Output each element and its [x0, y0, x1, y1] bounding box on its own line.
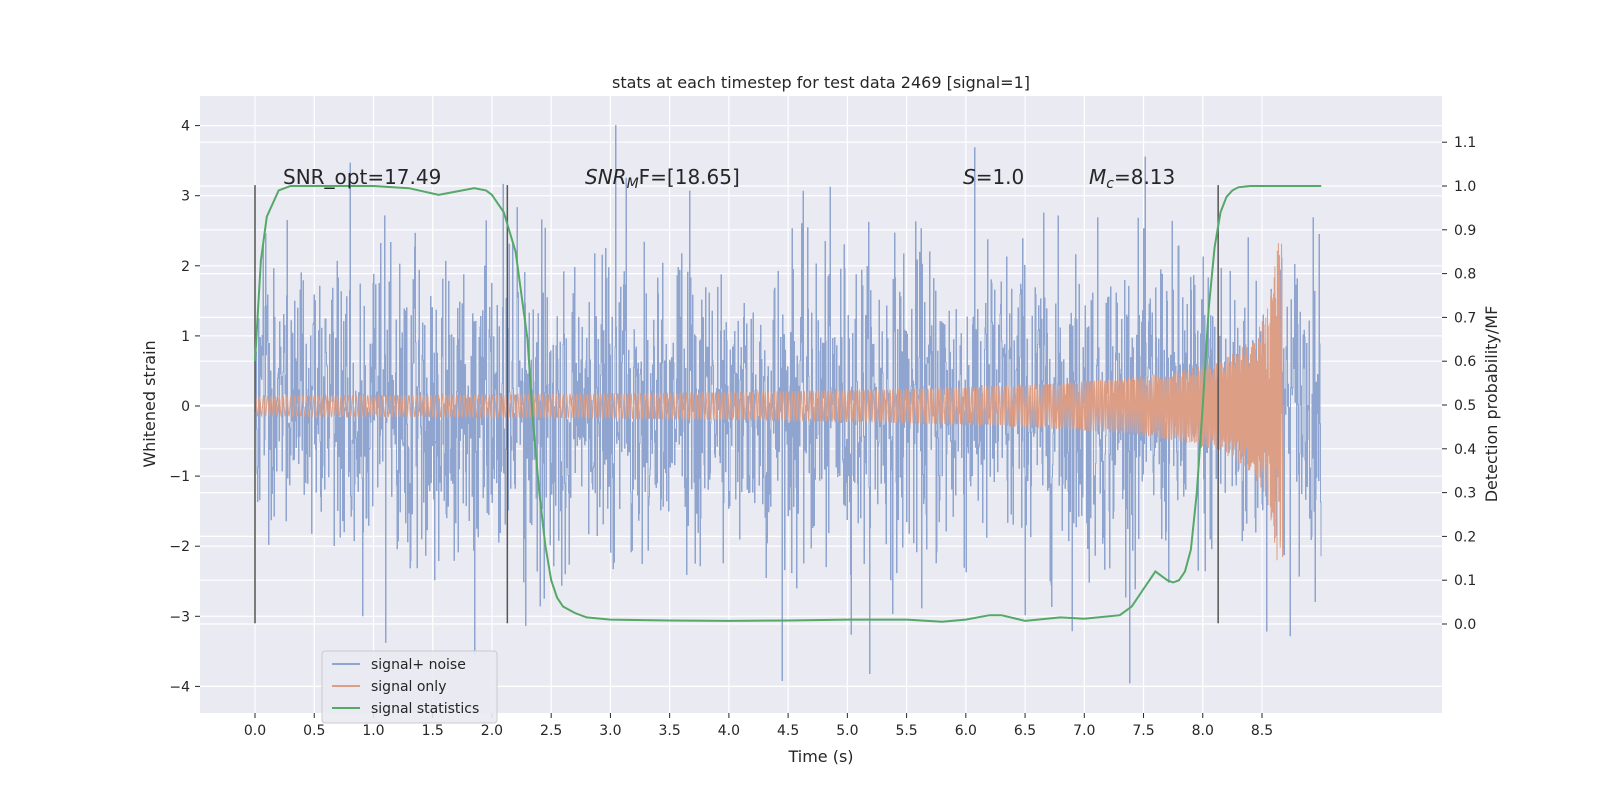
legend: signal+ noise signal only signal statist… [321, 650, 498, 724]
x-tick-label: 6.5 [1014, 723, 1036, 739]
y-tick-label: −3 [169, 609, 190, 625]
y-tick-label: 4 [181, 119, 190, 135]
y-right-tick-label: 0.4 [1454, 442, 1476, 458]
x-tick-label: 1.5 [422, 723, 444, 739]
x-tick-label: 8.0 [1192, 723, 1214, 739]
x-tick-label: 3.5 [659, 723, 681, 739]
y-right-tick-label: 0.1 [1454, 573, 1476, 589]
y-right-tick-label: 0.9 [1454, 223, 1476, 239]
series-layer [254, 125, 1322, 684]
y-axis-left: 4 3 2 1 0 −1 −2 −3 −4 [169, 119, 200, 695]
y-axis-right: 1.1 1.0 0.9 0.8 0.7 0.6 0.5 0.4 0.3 0.2 0.1 0.0 [1442, 135, 1476, 633]
y-right-tick-label: 0.5 [1454, 398, 1476, 414]
annotations: SNR_opt=17.49 SNRMF=[18.65] S=1.0 Mc=8.1… [283, 165, 1175, 192]
y-tick-label: −4 [169, 679, 190, 695]
y-tick-label: −1 [169, 469, 190, 485]
y-tick-label: −2 [169, 539, 190, 555]
x-tick-label: 1.0 [362, 723, 384, 739]
y-right-tick-label: 0.0 [1454, 617, 1476, 633]
x-tick-label: 0.0 [244, 723, 266, 739]
x-tick-label: 6.0 [955, 723, 977, 739]
x-axis: 0.0 0.5 1.0 1.5 2.0 2.5 3.0 3.5 4.0 4.5 5.0 5.5 6.0 6… [244, 713, 1273, 739]
x-tick-label: 5.0 [836, 723, 858, 739]
legend-label-signal-only: signal only [371, 679, 446, 695]
y-tick-label: 2 [181, 259, 190, 275]
y-right-tick-label: 0.7 [1454, 310, 1476, 326]
x-tick-label: 4.5 [777, 723, 799, 739]
signal-statistics-series [254, 185, 1322, 623]
y-right-tick-label: 0.3 [1454, 486, 1476, 502]
y-right-tick-label: 0.6 [1454, 354, 1476, 370]
annotation-s: S=1.0 [963, 165, 1024, 189]
x-axis-label: Time (s) [787, 747, 853, 766]
y-right-tick-label: 0.8 [1454, 267, 1476, 283]
annotation-snr-opt: SNR_opt=17.49 [283, 165, 441, 189]
y-tick-label: 1 [181, 329, 190, 345]
chart-title: stats at each timestep for test data 246… [612, 73, 1030, 92]
legend-box [321, 650, 498, 724]
y-axis-label-right: Detection probability/MF [1482, 306, 1501, 503]
y-right-tick-label: 1.0 [1454, 179, 1476, 195]
legend-label-signal-statistics: signal statistics [371, 701, 479, 717]
vertical-markers [254, 185, 1219, 624]
x-tick-label: 2.0 [481, 723, 503, 739]
x-tick-label: 7.5 [1132, 723, 1154, 739]
x-tick-label: 4.0 [718, 723, 740, 739]
y-tick-label: 0 [181, 399, 190, 415]
x-tick-label: 7.0 [1073, 723, 1095, 739]
x-tick-label: 8.5 [1251, 723, 1273, 739]
legend-label-signal-noise: signal+ noise [371, 657, 466, 673]
signal-only-series [254, 243, 1286, 561]
x-tick-label: 5.5 [895, 723, 917, 739]
y-right-tick-label: 0.2 [1454, 529, 1476, 545]
annotation-snr-mf: SNRMF=[18.65] [585, 165, 740, 192]
x-tick-label: 3.0 [599, 723, 621, 739]
annotation-mc: Mc=8.13 [1089, 165, 1175, 192]
y-axis-label-left: Whitened strain [140, 340, 159, 467]
x-tick-label: 2.5 [540, 723, 562, 739]
x-tick-label: 0.5 [303, 723, 325, 739]
y-right-tick-label: 1.1 [1454, 135, 1476, 151]
y-tick-label: 3 [181, 189, 190, 205]
